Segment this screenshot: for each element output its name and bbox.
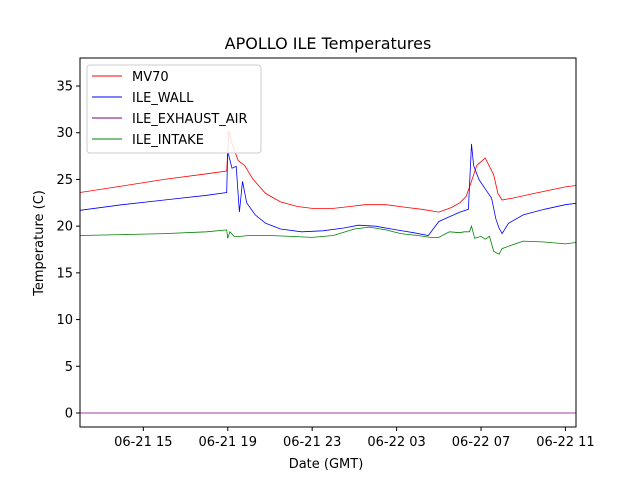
y-tick-label: 20 [56,220,73,235]
legend-box [86,64,262,154]
plot-frame [79,57,577,428]
y-tick-label: 10 [56,313,73,328]
x-tick-label: 06-21 23 [283,435,341,450]
legend-label: ILE_EXHAUST_AIR [132,112,248,127]
legend-label: MV70 [132,70,169,85]
x-tick-label: 06-21 19 [199,435,257,450]
x-tick-label: 06-21 15 [114,435,172,450]
y-tick-label: 25 [56,173,73,188]
legend: MV70 ILE_WALL ILE_EXHAUST_AIR ILE_INTAKE [86,64,262,154]
x-axis-label: Date (GMT) [289,457,364,472]
chart-title: APOLLO ILE Temperatures [225,34,432,53]
x-tick-label: 06-22 03 [367,435,425,450]
legend-label: ILE_INTAKE [132,133,204,148]
y-tick-label: 15 [56,266,73,281]
series-line-ile-intake [80,224,576,255]
y-tick-label: 0 [65,406,73,421]
y-tick-label: 5 [65,360,73,375]
series-line-mv70 [80,130,576,213]
legend-label: ILE_WALL [132,91,194,106]
y-tick-label: 30 [56,126,73,141]
y-tick-label: 35 [56,80,73,95]
x-tick-label: 06-22 07 [452,435,510,450]
y-axis-label: Temperature (C) [32,190,47,297]
series-line-ile-wall [80,143,576,236]
x-tick-label: 06-22 11 [536,435,594,450]
